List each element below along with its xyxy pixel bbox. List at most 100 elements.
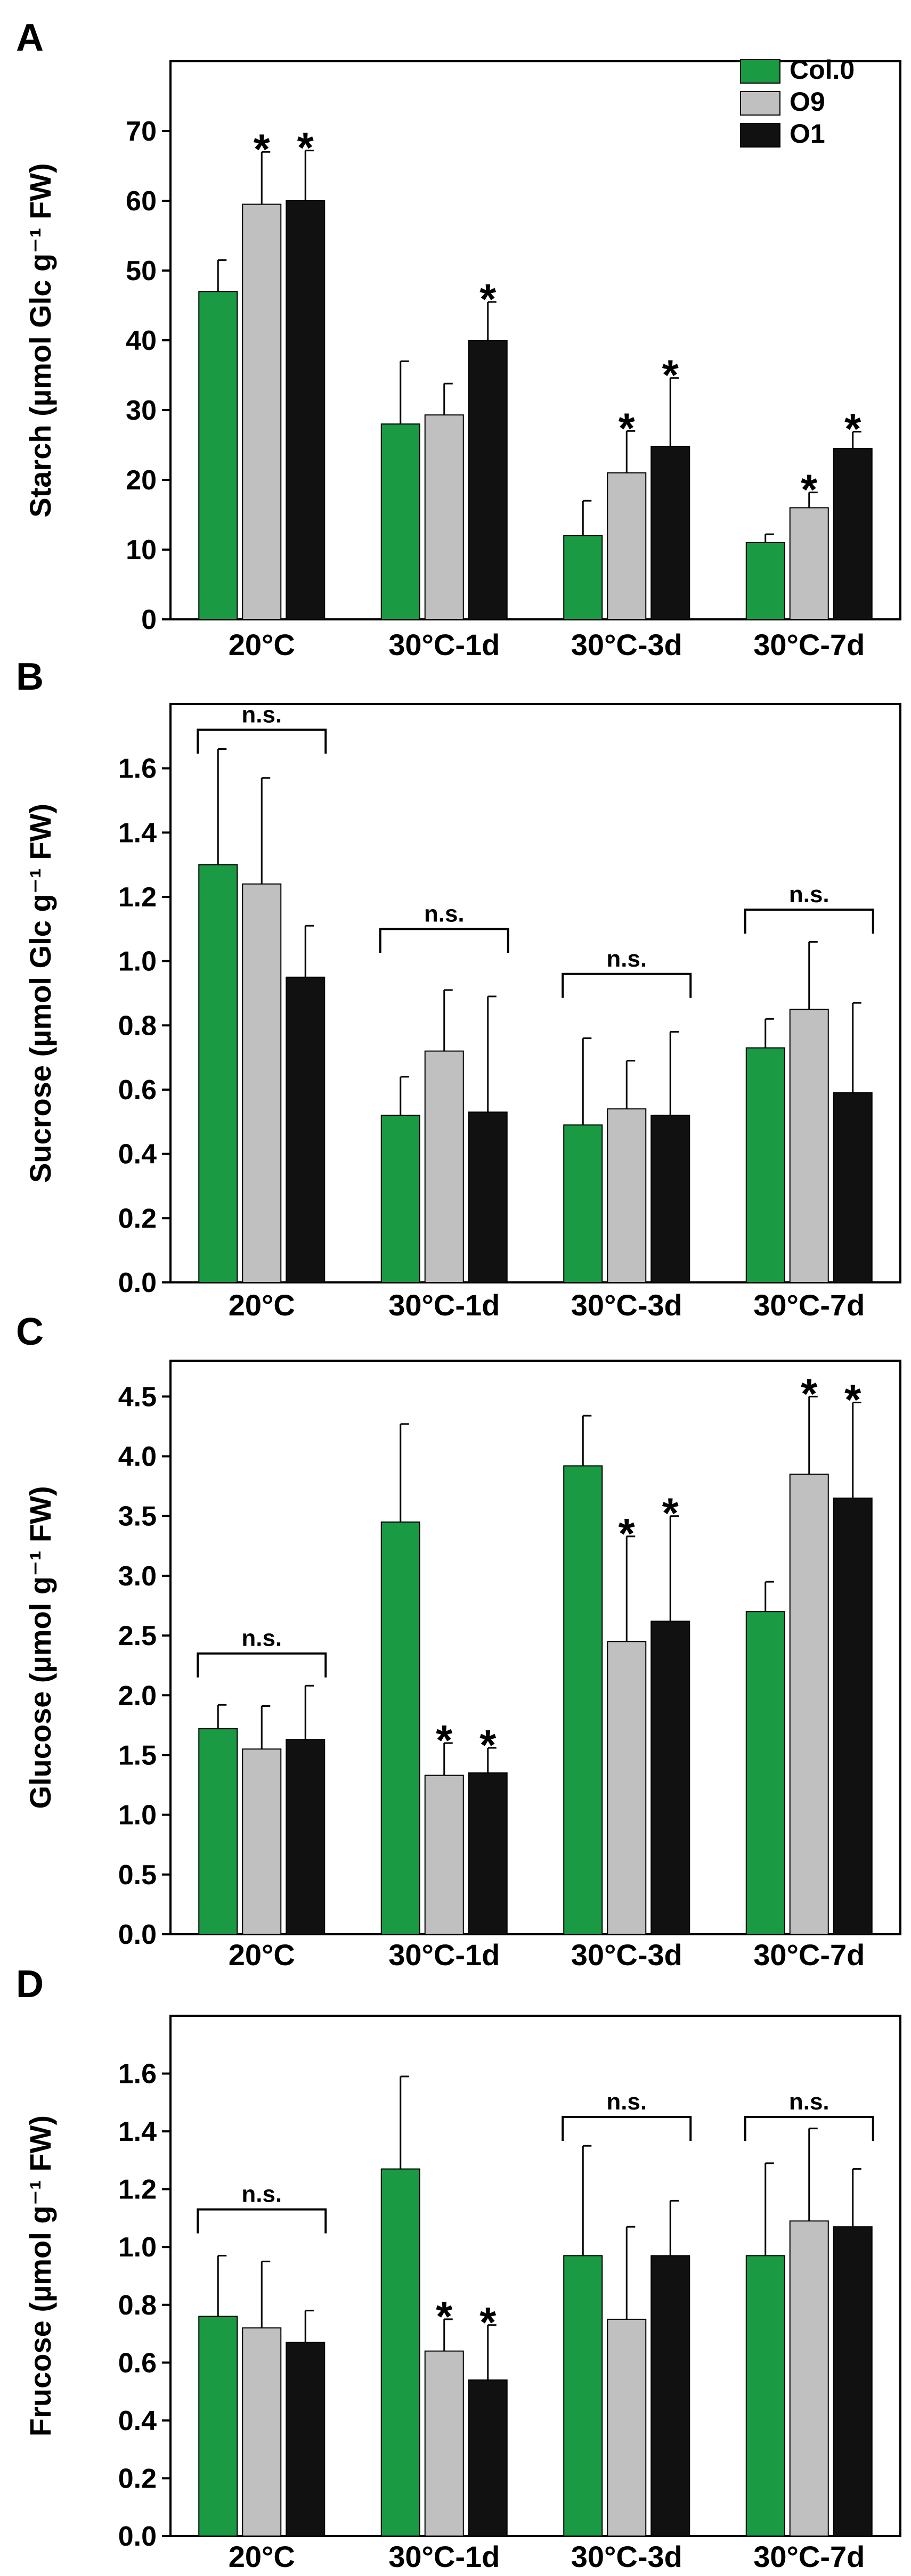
bar-col0 (380, 1521, 420, 1935)
bar-col0 (198, 291, 238, 620)
y-tick-label: 0 (141, 604, 157, 635)
bar-o1 (833, 448, 873, 620)
bar-o1 (833, 1498, 873, 1935)
y-tick-label: 0.2 (118, 1203, 157, 1234)
y-tick-label: 0.6 (118, 1075, 157, 1106)
significance-star: * (619, 404, 636, 452)
bar-o9 (242, 1748, 282, 1935)
bar-o1 (468, 1111, 508, 1283)
y-tick-label: 70 (126, 116, 157, 147)
ns-label: n.s. (789, 2089, 829, 2115)
ns-label: n.s. (606, 2089, 647, 2115)
y-tick-label: 4.5 (118, 1381, 157, 1412)
bar-o9 (607, 1108, 647, 1283)
y-tick-label: 40 (126, 325, 157, 356)
panel-letter: C (16, 1311, 44, 1353)
ns-bracket (744, 909, 874, 934)
panel-c: C 0.0 0.5 1.0 1.5 2.0 2.5 3.0 3.5 4.0 4.5 Glucose (… (16, 1311, 901, 1972)
bar-o1 (468, 1772, 508, 1935)
x-tick-label: 20°C (229, 1288, 295, 1322)
bar-col0 (745, 1611, 785, 1935)
y-tick-label: 30 (126, 395, 157, 426)
significance-star: * (662, 351, 679, 399)
ns-bracket (197, 2208, 327, 2234)
significance-star: * (479, 1721, 497, 1769)
legend-swatch-o9 (740, 91, 780, 116)
ns-label: n.s. (606, 946, 647, 972)
ns-label: n.s. (241, 701, 282, 727)
y-tick-label: 0.0 (118, 1267, 157, 1298)
bar-col0 (380, 1115, 420, 1283)
legend-swatch-col0 (740, 59, 780, 84)
y-tick-label: 1.4 (118, 817, 157, 848)
y-axis-label: Sucrose (µmol Glc g⁻¹ FW) (23, 804, 57, 1183)
y-tick-label: 0.5 (118, 1860, 157, 1891)
ns-bracket (562, 972, 692, 998)
bar-o9 (242, 2327, 282, 2537)
panel-letter: B (16, 656, 44, 698)
significance-star: * (801, 1370, 818, 1417)
ns-bracket (379, 928, 509, 953)
significance-star: * (254, 125, 271, 173)
y-tick-label: 20 (126, 465, 157, 496)
significance-star: * (619, 1510, 636, 1557)
y-tick-label: 0.6 (118, 2348, 157, 2378)
x-tick-label: 30°C-1d (388, 1938, 500, 1972)
x-tick-label: 20°C (229, 1938, 295, 1972)
x-tick-label: 30°C-3d (571, 2540, 682, 2573)
bar-col0 (563, 1124, 603, 1283)
panel-d: D 0.0 0.2 0.4 0.6 0.8 1.0 1.2 1.4 1.6 Frucose (µmo… (16, 1963, 901, 2573)
panel-letter: A (16, 17, 44, 59)
x-tick-label: 30°C-3d (571, 1938, 682, 1972)
bar-o9 (607, 1641, 647, 1935)
significance-star: * (436, 1716, 453, 1764)
x-tick-label: 30°C-7d (753, 1938, 865, 1972)
x-tick-label: 30°C-3d (571, 1288, 682, 1322)
bar-col0 (745, 1047, 785, 1283)
y-tick-label: 2.0 (118, 1680, 157, 1711)
y-tick-label: 1.0 (118, 2232, 157, 2263)
x-tick-label: 30°C-1d (388, 2540, 500, 2573)
y-tick-label: 1.4 (118, 2116, 157, 2147)
plot-frame (169, 703, 901, 1283)
bar-o9 (789, 507, 829, 620)
y-axis-label: Glucose (µmol g⁻¹ FW) (23, 1486, 57, 1809)
ns-label: n.s. (241, 2181, 282, 2207)
bar-col0 (198, 1728, 238, 1935)
y-tick-label: 1.6 (118, 754, 157, 784)
y-tick-label: 0.8 (118, 2290, 157, 2321)
bar-col0 (380, 2168, 420, 2537)
y-tick-label: 0.8 (118, 1010, 157, 1041)
bar-col0 (380, 423, 420, 620)
bar-o1 (833, 2226, 873, 2537)
bar-o1 (650, 1621, 690, 1935)
bar-col0 (563, 1465, 603, 1935)
x-tick-label: 20°C (229, 2540, 295, 2573)
y-tick-label: 0.2 (118, 2463, 157, 2494)
bar-col0 (198, 2316, 238, 2537)
y-tick-label: 50 (126, 256, 157, 287)
ns-bracket (197, 1652, 327, 1678)
y-axis-label: Starch (µmol Glc g⁻¹ FW) (23, 163, 57, 517)
bar-o1 (468, 340, 508, 620)
y-tick-label: 1.6 (118, 2059, 157, 2090)
significance-star: * (479, 2299, 497, 2346)
bar-o1 (286, 1739, 326, 1935)
bar-o1 (468, 2379, 508, 2537)
bar-o9 (789, 1009, 829, 1283)
bar-o1 (833, 1092, 873, 1283)
bar-col0 (563, 535, 603, 620)
bar-o9 (607, 2318, 647, 2537)
bar-o9 (424, 2350, 464, 2537)
ns-bracket (744, 2115, 874, 2141)
plot-frame (169, 2015, 901, 2537)
y-tick-label: 0.4 (118, 1139, 157, 1170)
y-axis-label: Frucose (µmol g⁻¹ FW) (23, 2115, 57, 2436)
y-tick-label: 0.0 (118, 2521, 157, 2552)
significance-star: * (844, 405, 861, 453)
x-tick-label: 30°C-1d (388, 1288, 500, 1322)
y-tick-label: 1.2 (118, 2174, 157, 2205)
bar-o9 (424, 1050, 464, 1283)
bar-col0 (745, 2255, 785, 2537)
